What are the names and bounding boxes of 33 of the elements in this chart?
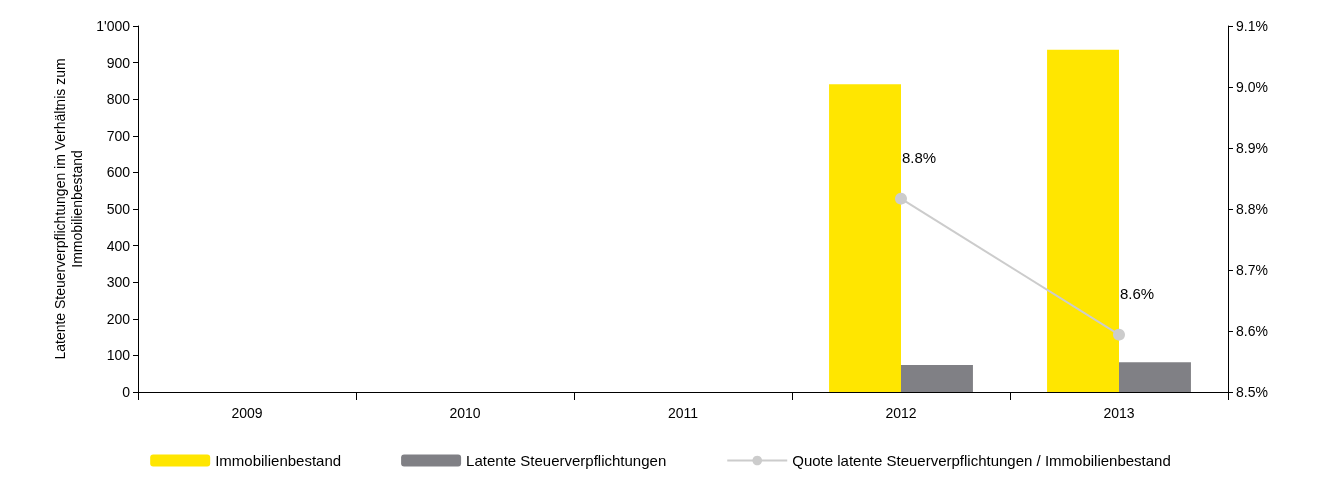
x-tick-label: 2012 (885, 405, 917, 421)
x-tick-label: 2013 (1103, 405, 1135, 421)
x-tick-label: 2009 (231, 405, 263, 421)
y-tick-label: 400 (106, 237, 131, 254)
y-tick-label: 200 (106, 310, 131, 327)
y2-tick-label: 8.9% (1236, 140, 1268, 156)
y-tick-label: 800 (106, 91, 131, 108)
bar (1047, 49, 1119, 392)
data-label: 8.6% (1119, 284, 1155, 302)
y2-tick-label: 9.1% (1236, 18, 1268, 34)
data-label: 8.8% (901, 148, 937, 166)
legend-label: Immobilienbestand (215, 452, 342, 469)
y2-tick-label: 8.5% (1236, 384, 1268, 400)
y2-tick-label: 8.6% (1236, 323, 1268, 339)
y2-tick-label: 8.7% (1236, 262, 1268, 278)
y2-tick-label: 9.0% (1236, 79, 1268, 95)
legend-label: Latente Steuerverpflichtungen (466, 452, 667, 469)
y-tick-label: 300 (106, 274, 131, 291)
y-tick-label: 100 (106, 347, 131, 364)
y-tick-label: 600 (106, 164, 131, 181)
y-tick-label: 900 (106, 54, 131, 71)
y-tick-label: 500 (106, 201, 131, 217)
y2-tick-label: 8.8% (1236, 201, 1268, 217)
x-tick-label: 2010 (449, 405, 481, 421)
y-tick-label: 1'000 (96, 18, 131, 34)
x-tick-label: 2011 (667, 405, 699, 421)
bar (901, 364, 973, 392)
legend-label: Quote latente Steuerverpflichtungen / Immobilienbestand (792, 452, 1171, 469)
y-tick-label: 700 (106, 127, 131, 144)
y-tick-label: 0 (122, 384, 131, 400)
bar (1119, 362, 1191, 392)
bar (829, 84, 901, 392)
y-axis-title: Latente Steuerverpflichtungen im Verhältnis zum Immobilienbestand (51, 58, 85, 360)
